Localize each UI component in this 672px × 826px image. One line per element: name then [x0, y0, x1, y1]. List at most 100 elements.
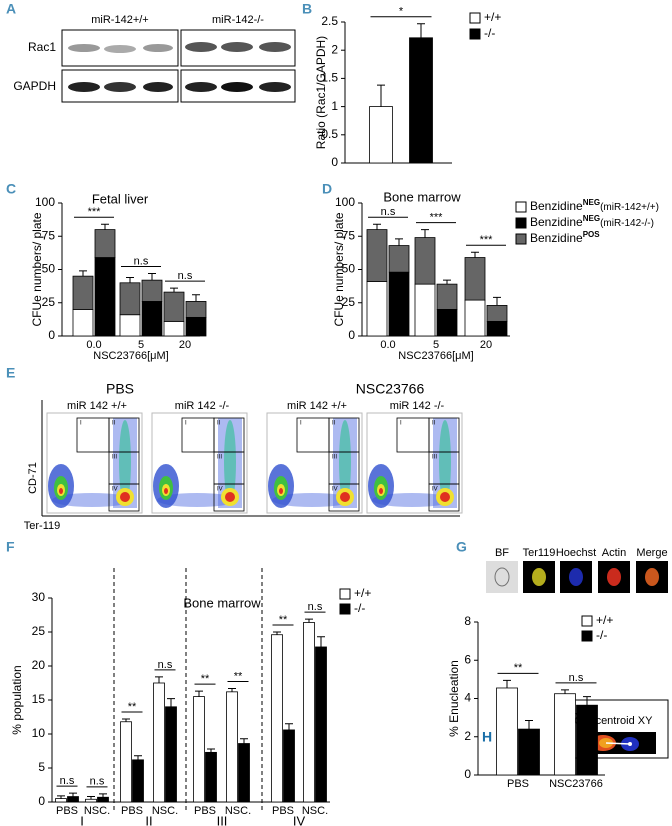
- error-bar: [192, 294, 200, 302]
- y-tick-label: 20: [32, 658, 46, 672]
- error-bar: [525, 719, 533, 730]
- error-bar: [195, 690, 203, 697]
- gate: [428, 483, 460, 512]
- flow-genotype: miR 142 +/+: [67, 400, 127, 412]
- legend-label: BenzidineNEG(miR-142+/+): [530, 198, 659, 213]
- bar: [94, 257, 116, 337]
- bar: [85, 798, 97, 803]
- x-tick-label: NSC.: [152, 805, 178, 817]
- y-tick-label: 2: [331, 42, 338, 56]
- x-tick-label: 20: [480, 339, 492, 351]
- density: [340, 492, 350, 502]
- gate-label: III: [432, 455, 437, 461]
- gate-label: III: [112, 455, 117, 461]
- error-bar: [148, 272, 156, 281]
- bar: [72, 308, 94, 337]
- gate-label: II: [432, 421, 436, 427]
- error-bar: [443, 279, 451, 285]
- error-bar: [126, 276, 134, 283]
- significance-label: *: [399, 6, 404, 18]
- group-label: III: [217, 813, 228, 826]
- significance-label: ***: [480, 234, 494, 246]
- legend-label: -/-: [354, 601, 365, 615]
- density: [439, 420, 451, 504]
- significance-label: n.s: [381, 206, 396, 218]
- legend-swatch: [469, 12, 481, 24]
- chart-title: Fetal liver: [92, 191, 149, 206]
- bar: [163, 320, 185, 337]
- panel-label: E: [6, 365, 15, 381]
- error-bar: [228, 687, 236, 692]
- error-bar: [167, 698, 175, 707]
- flow-x-label: Ter-119: [24, 520, 60, 532]
- x-tick-label: PBS: [272, 805, 294, 817]
- y-tick-label: 100: [335, 195, 355, 209]
- bar: [486, 305, 508, 322]
- group-label: IV: [293, 813, 306, 826]
- error-bar: [417, 23, 425, 38]
- bar: [120, 721, 132, 803]
- error-bar: [79, 270, 87, 277]
- x-tick-label: 0.0: [380, 339, 395, 351]
- panel-label: G: [456, 539, 467, 555]
- error-bar: [285, 723, 293, 730]
- y-tick-label: 0: [348, 328, 355, 342]
- channel-label: Hoechst: [556, 547, 596, 559]
- y-tick-label: 0.5: [321, 127, 338, 141]
- legend-name: -/-: [596, 628, 607, 642]
- legend-label: +/+: [354, 586, 371, 600]
- legend-swatch: [469, 28, 481, 40]
- y-axis-label: % Enucleation: [447, 660, 461, 737]
- legend-name: -/-: [484, 26, 495, 40]
- bar: [119, 282, 141, 316]
- inset-image: [580, 732, 656, 754]
- y-tick-label: 0: [331, 155, 338, 169]
- significance-label: n.s: [569, 672, 584, 684]
- y-axis-label: CFUe numbers/ plate: [332, 212, 346, 326]
- x-tick-label: NSC23766: [549, 778, 603, 790]
- legend-swatch: [339, 588, 351, 600]
- legend-swatch: [515, 233, 527, 245]
- gate-label: II: [332, 421, 336, 427]
- panel-label: H: [482, 729, 492, 745]
- y-tick-label: 25: [42, 295, 56, 309]
- gate-label: I: [185, 421, 187, 427]
- x-tick-label: 20: [179, 339, 191, 351]
- x-tick-label: 0.0: [86, 339, 101, 351]
- bar: [436, 308, 458, 337]
- y-tick-label: 100: [35, 195, 55, 209]
- bar: [141, 279, 163, 302]
- flow-genotype: miR 142 -/-: [390, 400, 445, 412]
- bar: [464, 257, 486, 301]
- x-tick-label: NSC.: [84, 805, 110, 817]
- legend-name: +/+: [484, 10, 501, 24]
- bar: [94, 229, 116, 258]
- y-tick-label: 5: [38, 760, 45, 774]
- legend-sup: NEG: [583, 214, 600, 223]
- y-tick-label: 50: [342, 262, 356, 276]
- bar: [303, 622, 315, 803]
- error-bar: [305, 618, 313, 623]
- cell: [569, 568, 583, 586]
- bar: [67, 796, 79, 803]
- bar: [97, 796, 109, 803]
- y-tick-label: 10: [32, 726, 46, 740]
- x-tick-label: 5: [433, 339, 439, 351]
- y-tick-label: 0: [48, 328, 55, 342]
- blot-row: GAPDH: [13, 79, 56, 93]
- legend-sup: NEG: [583, 198, 600, 207]
- error-bar: [170, 287, 178, 293]
- panel-label: C: [6, 181, 16, 197]
- error-bar: [207, 748, 215, 753]
- bar: [464, 299, 486, 337]
- chart-title: Bone marrow: [183, 595, 261, 610]
- bar: [518, 728, 540, 776]
- panel-label: F: [6, 539, 15, 555]
- gate-label: I: [80, 421, 82, 427]
- blot-group: miR-142-/-: [212, 14, 264, 26]
- error-bar: [122, 718, 130, 722]
- x-tick-label: NSC.: [302, 805, 328, 817]
- legend-label: BenzidineNEG(miR-142-/-): [530, 214, 654, 229]
- error-bar: [395, 238, 403, 246]
